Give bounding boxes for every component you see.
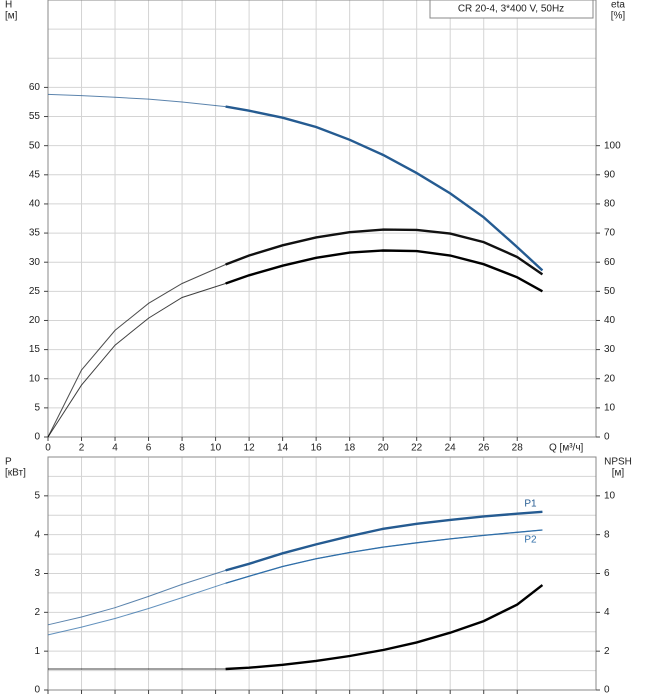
y-tick-label: 3 [34,568,40,579]
x-tick-label: 24 [445,443,457,454]
x-tick-label: 20 [378,443,390,454]
y2-tick-label: 8 [604,529,610,540]
x-axis-label: Q [м³/ч] [549,443,584,454]
x-tick-label: 6 [146,443,152,454]
y-tick-label: 45 [29,169,41,180]
series-label: P1 [524,498,537,509]
series-line [225,228,544,276]
x-tick-label: 16 [311,443,323,454]
series-label: P2 [524,535,537,546]
y-axis-label: [м] [5,11,18,22]
legend-box [429,0,594,19]
y2-tick-label: 90 [604,169,616,180]
y-tick-label: 10 [29,373,41,384]
series-line [225,510,543,572]
y2-tick-label: 80 [604,199,616,210]
y-tick-label: 40 [29,199,41,210]
y-tick-label: 60 [29,82,41,93]
y-tick-label: 15 [29,344,41,355]
y2-tick-label: 20 [604,373,616,384]
y-tick-label: 0 [34,432,40,443]
series-line [225,249,543,293]
x-tick-label: 26 [478,443,490,454]
y2-tick-label: 0 [604,432,610,443]
y-tick-label: 5 [34,490,40,501]
x-tick-label: 28 [512,443,524,454]
x-tick-label: 22 [411,443,423,454]
y2-tick-label: 6 [604,568,610,579]
y2-axis-label: [м] [612,468,625,479]
y-tick-label: 1 [34,646,40,657]
y2-tick-label: 100 [604,140,621,151]
x-tick-label: 14 [277,443,289,454]
series-line [225,584,544,671]
y-tick-label: 55 [29,111,41,122]
y-tick-label: 5 [34,403,40,414]
y2-tick-label: 30 [604,344,616,355]
y2-tick-label: 70 [604,228,616,239]
x-tick-label: 2 [79,443,85,454]
y-tick-label: 50 [29,140,41,151]
x-tick-label: 4 [112,443,118,454]
y-tick-label: 25 [29,286,41,297]
y2-tick-label: 50 [604,286,616,297]
y2-tick-label: 40 [604,315,616,326]
y-tick-label: 2 [34,607,40,618]
y2-tick-label: 10 [604,403,616,414]
legend-text: CR 20-4, 3*400 V, 50Hz [458,4,564,15]
x-tick-label: 0 [45,443,51,454]
y2-tick-label: 0 [604,685,610,696]
y-tick-label: 0 [34,685,40,696]
y2-axis-label: NPSH [604,457,632,468]
x-tick-label: 10 [210,443,222,454]
y2-tick-label: 2 [604,646,610,657]
y2-axis-label: eta [611,0,625,11]
y-axis-label: H [5,0,12,11]
y-axis-label: P [5,457,12,468]
y2-tick-label: 60 [604,257,616,268]
series-line [225,105,544,272]
plot-area [48,0,596,437]
x-tick-label: 18 [344,443,356,454]
series-line [225,529,543,584]
y-tick-label: 20 [29,315,41,326]
y-axis-label: [кВт] [5,468,26,479]
x-tick-label: 8 [179,443,185,454]
y2-axis-label: [%] [611,11,626,22]
y-tick-label: 30 [29,257,41,268]
y-tick-label: 4 [34,529,40,540]
plot-frame [47,0,597,438]
y-tick-label: 35 [29,228,41,239]
y2-tick-label: 4 [604,607,610,618]
x-tick-label: 12 [244,443,256,454]
y2-tick-label: 10 [604,490,616,501]
